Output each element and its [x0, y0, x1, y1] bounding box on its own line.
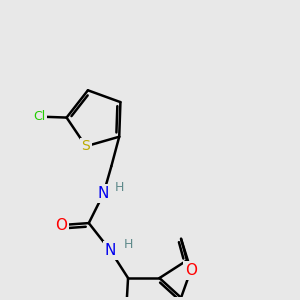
- Text: H: H: [115, 181, 124, 194]
- Text: O: O: [55, 218, 67, 232]
- Text: N: N: [105, 243, 116, 258]
- Text: Cl: Cl: [33, 110, 45, 123]
- Text: S: S: [82, 139, 90, 153]
- Text: Cl: Cl: [33, 110, 45, 123]
- Text: N: N: [98, 186, 109, 201]
- Text: H: H: [123, 238, 133, 251]
- Text: S: S: [82, 139, 90, 153]
- Text: O: O: [185, 263, 197, 278]
